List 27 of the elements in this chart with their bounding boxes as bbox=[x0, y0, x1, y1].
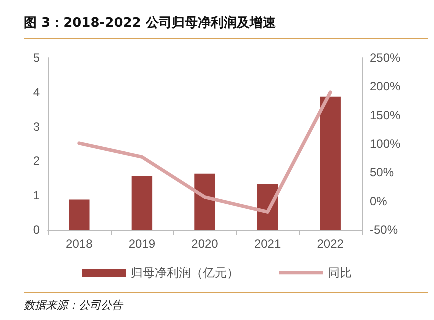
y2-tick-label: 150% bbox=[370, 108, 402, 122]
x-tick-label: 2019 bbox=[128, 237, 156, 251]
y-tick-label: 1 bbox=[33, 188, 40, 203]
y-tick-label: 2 bbox=[33, 154, 40, 168]
source-note: 数据来源：公司公告 bbox=[24, 292, 428, 313]
y-tick-label: 5 bbox=[33, 51, 40, 65]
bar bbox=[69, 200, 90, 230]
chart-title: 图 3：2018-2022 公司归母净利润及增速 bbox=[24, 14, 428, 39]
legend-label: 同比 bbox=[328, 266, 352, 280]
y-tick-label: 3 bbox=[33, 120, 40, 134]
x-tick-label: 2022 bbox=[317, 237, 344, 251]
bar bbox=[132, 176, 153, 230]
y2-tick-label: 100% bbox=[370, 137, 402, 151]
x-tick-label: 2018 bbox=[66, 237, 94, 251]
y2-tick-label: -50% bbox=[370, 223, 398, 237]
y2-tick-label: 50% bbox=[370, 166, 394, 180]
y2-tick-label: 200% bbox=[370, 80, 402, 94]
y-tick-label: 0 bbox=[33, 223, 40, 237]
y2-tick-label: 0% bbox=[370, 194, 388, 208]
y-tick-label: 4 bbox=[33, 85, 40, 100]
bar bbox=[194, 174, 216, 230]
y2-tick-label: 250% bbox=[370, 51, 402, 65]
legend-label: 归母净利润（亿元） bbox=[131, 266, 239, 280]
line-series bbox=[78, 90, 332, 214]
x-tick-label: 2021 bbox=[254, 237, 282, 251]
bar bbox=[320, 96, 341, 230]
x-tick-label: 2020 bbox=[192, 237, 219, 251]
